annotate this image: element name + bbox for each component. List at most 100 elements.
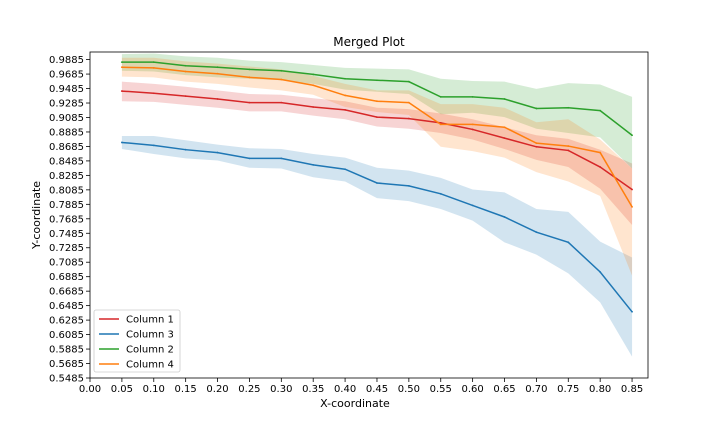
legend-label-4: Column 4 (126, 360, 174, 371)
x-tick-label: 0.45 (366, 384, 388, 395)
data-point (248, 157, 251, 160)
confidence-band-2 (121, 135, 633, 357)
series-lines (120, 61, 633, 313)
data-point (120, 90, 123, 92)
confidence-band-4 (121, 57, 633, 276)
y-tick-label: 0.5485 (49, 374, 84, 385)
data-point (280, 78, 283, 81)
x-tick-label: 0.30 (270, 384, 292, 395)
data-point (152, 61, 155, 64)
y-tick-label: 0.8085 (49, 185, 84, 196)
data-point (248, 76, 251, 79)
data-point (344, 94, 346, 97)
data-point (535, 145, 538, 148)
x-axis-label: X-coordinate (320, 397, 390, 410)
data-point (248, 68, 251, 71)
data-point (216, 98, 219, 100)
y-tick-label: 0.7285 (49, 243, 84, 254)
data-point (376, 100, 378, 103)
data-point (344, 108, 346, 111)
y-tick-label: 0.5685 (49, 359, 84, 370)
data-point (631, 188, 633, 191)
data-point (567, 145, 570, 147)
x-axis: 0.00 0.05 0.10 0.15 0.20 0.25 0.30 0.35 0.40 0.45… (79, 378, 643, 395)
y-tick-label: 0.9685 (49, 70, 84, 81)
data-point (599, 151, 602, 154)
x-tick-label: 0.20 (206, 384, 228, 395)
data-point (535, 231, 538, 234)
x-tick-label: 0.40 (334, 384, 356, 395)
x-tick-label: 0.00 (79, 384, 101, 395)
y-tick-label: 0.5885 (49, 345, 84, 356)
data-point (312, 84, 315, 87)
data-point (567, 149, 570, 152)
y-tick-label: 0.8285 (49, 171, 84, 182)
x-tick-label: 0.25 (238, 384, 260, 395)
confidence-bands (121, 53, 633, 357)
y-tick-label: 0.7085 (49, 258, 84, 269)
y-tick-label: 0.9885 (49, 55, 84, 66)
x-tick-label: 0.80 (589, 384, 611, 395)
data-point (344, 168, 346, 171)
y-tick-label: 0.7885 (49, 200, 84, 211)
data-point (631, 134, 633, 137)
data-point (184, 64, 187, 67)
y-tick-label: 0.6685 (49, 287, 84, 298)
data-point (184, 70, 187, 73)
data-point (120, 61, 123, 64)
data-point (503, 216, 506, 218)
data-point (471, 204, 474, 207)
data-point (503, 137, 506, 140)
legend: Column 1 Column 3 Column 2 Column 4 (93, 309, 181, 373)
data-point (407, 101, 410, 104)
x-tick-label: 0.75 (557, 384, 579, 395)
data-point (120, 66, 123, 69)
data-point (216, 151, 219, 154)
data-point (631, 310, 633, 313)
chart-title: Merged Plot (333, 35, 405, 49)
x-tick-label: 0.85 (621, 384, 643, 395)
data-point (152, 67, 155, 69)
data-point (407, 80, 410, 83)
data-point (184, 95, 187, 98)
data-point (471, 123, 474, 126)
data-point (631, 205, 633, 208)
x-tick-label: 0.60 (461, 384, 483, 395)
y-tick-label: 0.7685 (49, 214, 84, 225)
legend-label-2: Column 3 (126, 330, 174, 341)
y-tick-label: 0.8485 (49, 156, 84, 167)
confidence-band-1 (121, 81, 633, 225)
data-point (599, 271, 602, 273)
y-tick-label: 0.8685 (49, 142, 84, 153)
y-axis: 0.5485 0.5685 0.5885 0.6085 0.6285 0.6485 0.66… (49, 55, 90, 385)
data-point (216, 66, 219, 69)
data-point (312, 163, 315, 166)
x-tick-label: 0.35 (302, 384, 324, 395)
y-tick-label: 0.8885 (49, 127, 84, 138)
x-tick-label: 0.55 (430, 384, 452, 395)
data-point (535, 107, 538, 110)
data-point (376, 79, 378, 82)
data-point (152, 92, 155, 95)
x-tick-label: 0.15 (175, 384, 197, 395)
data-point (120, 141, 123, 144)
x-tick-label: 0.50 (398, 384, 420, 395)
plot-area-frame (89, 51, 649, 379)
confidence-band-3 (121, 53, 633, 169)
data-point (312, 106, 315, 108)
y-tick-label: 0.9285 (49, 99, 84, 110)
data-point (184, 148, 187, 151)
x-tick-label: 0.70 (525, 384, 547, 395)
y-tick-label: 0.9085 (49, 113, 84, 124)
y-tick-label: 0.6285 (49, 316, 84, 327)
data-point (407, 117, 410, 120)
data-point (439, 123, 442, 126)
data-point (599, 109, 602, 112)
legend-label-1: Column 1 (126, 315, 174, 326)
data-point (471, 128, 474, 131)
data-point (376, 116, 378, 119)
data-point (280, 101, 283, 104)
data-point (407, 184, 410, 187)
data-point (599, 166, 602, 168)
